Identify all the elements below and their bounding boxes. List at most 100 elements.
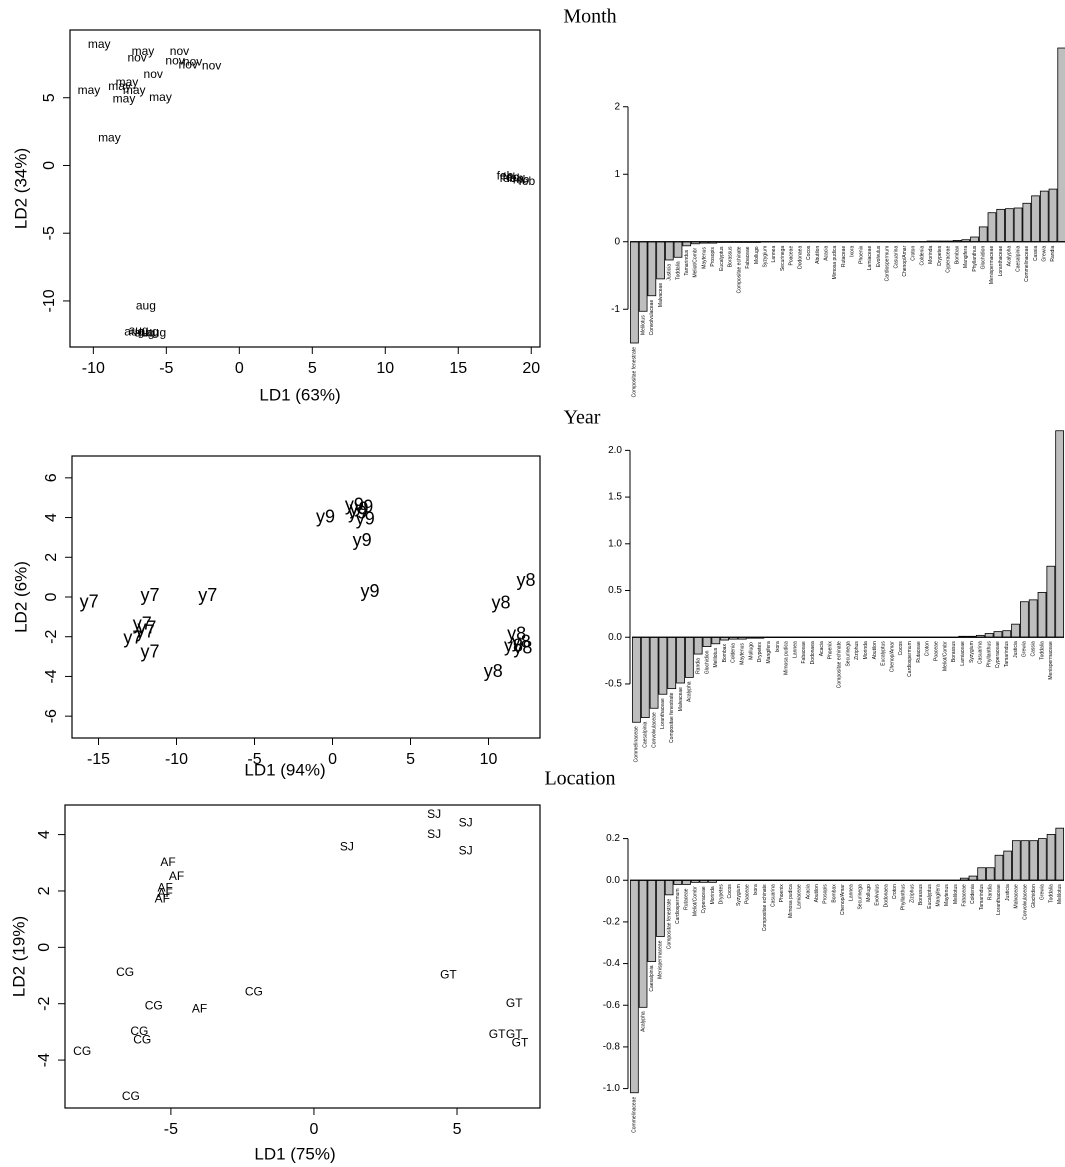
category-label: Cassia [1030, 641, 1036, 657]
bar [664, 241, 674, 261]
category-label: Toddalia [675, 261, 681, 280]
y-tick-label: 0.5 [608, 585, 622, 596]
category-label: Acacia [819, 641, 825, 656]
y-tick-label: 2 [36, 886, 53, 895]
y-axis-label: LD2 (34%) [11, 148, 30, 229]
point-label: y8 [484, 661, 503, 681]
category-label: Compositae fenestrate [669, 692, 675, 743]
category-label: Meliot/Combr [942, 641, 948, 671]
category-label: Cardiospermum [885, 246, 891, 282]
point-label: may [88, 37, 111, 51]
y-tick-label: -2 [43, 630, 60, 644]
category-label: Commelinaceae [634, 726, 640, 762]
point-label: aug [124, 324, 144, 338]
point-label: CG [145, 999, 163, 1013]
bar [1039, 190, 1049, 243]
y-axis-label: LD2 (6%) [11, 561, 30, 633]
category-label: Abutilon [814, 884, 820, 902]
point-label: nov [179, 57, 198, 71]
category-label: Melilotus [713, 647, 719, 667]
x-tick-label: -10 [82, 360, 105, 377]
plot-frame [69, 29, 541, 348]
bar [978, 226, 988, 243]
y-tick-label: -4 [43, 669, 60, 683]
point-label: AF [157, 886, 172, 900]
bar [638, 879, 648, 1008]
category-label: Toddalia [1039, 641, 1045, 660]
category-label: Lannea [849, 884, 855, 901]
y-tick-label: 2 [614, 101, 620, 112]
category-label: Rutaceae [841, 246, 847, 268]
point-label: CG [122, 1089, 140, 1103]
category-label: Cyperaceae [701, 886, 707, 913]
bar [1028, 599, 1038, 638]
category-label: Ziziphus [909, 884, 915, 903]
category-label: Mollugo [754, 246, 760, 264]
bar [977, 867, 986, 881]
category-label: Syzygium [969, 641, 975, 663]
category-label: Phoenix [779, 884, 785, 903]
bar [1057, 47, 1065, 243]
category-label: Phoenix [828, 641, 834, 660]
category-label: Randia [1050, 246, 1056, 262]
category-label: Dodonaea [797, 246, 803, 269]
bar [1046, 565, 1056, 638]
point-label: may [108, 79, 131, 93]
category-label: Cyperaceae [995, 641, 1001, 668]
category-label: Mangifera [963, 246, 969, 268]
category-label: Justicia [1013, 641, 1019, 658]
category-label: Casuarina [893, 246, 899, 269]
point-label: nov [202, 59, 221, 73]
point-label: CG [133, 1033, 151, 1047]
category-label: Grewia [1042, 246, 1048, 262]
category-label: Bombax [954, 245, 960, 264]
category-label: Morinda [710, 886, 716, 904]
point-label: nov [165, 53, 184, 67]
point-label: feb [500, 171, 517, 185]
point-label: y9 [348, 502, 367, 522]
point-label: nov [170, 44, 189, 58]
category-label: Acalypha [640, 1011, 646, 1032]
category-label: Eucalyptus [927, 884, 933, 909]
point-label: may [123, 83, 146, 97]
x-axis-label: LD1 (94%) [244, 760, 325, 779]
y-tick-label: 1 [614, 169, 620, 180]
category-label: Randia [988, 884, 994, 900]
y-tick-label: 0.0 [608, 632, 622, 643]
bar [968, 875, 978, 881]
point-label: y7 [198, 585, 217, 605]
y-tick-label: 0.2 [606, 833, 620, 844]
category-label: Menispermaceae [658, 940, 664, 979]
point-label: SJ [459, 844, 473, 858]
bar [630, 241, 639, 344]
point-label: y8 [507, 623, 526, 643]
category-label: Caesalpinia [1015, 246, 1021, 272]
point-label: AF [155, 892, 170, 906]
bar [649, 636, 659, 709]
category-label: Chenop/Amar [840, 884, 846, 915]
bar [1002, 630, 1012, 638]
bar [640, 636, 650, 718]
category-label: Cocos [806, 245, 812, 260]
bar [1020, 601, 1029, 638]
category-label: Toddalia [1048, 884, 1054, 903]
point-label: SJ [427, 807, 441, 821]
x-tick-label: 5 [453, 1121, 462, 1138]
category-label: Bombax [722, 644, 728, 663]
category-label: Meliot/Combr [693, 247, 699, 277]
category-label: Commelinaceae [632, 1097, 638, 1133]
bar [630, 879, 639, 1094]
category-label: Ixora [850, 246, 856, 257]
category-label: Lamiaceae [867, 246, 873, 271]
bar [1005, 208, 1014, 243]
bar [1055, 827, 1065, 881]
x-tick-label: 5 [308, 360, 317, 377]
y-tick-label: 6 [43, 473, 60, 482]
x-tick-label: 0 [328, 751, 337, 768]
category-label: Lamiaceae [960, 641, 966, 666]
category-label: Borassus [951, 641, 957, 662]
category-label: Croton [892, 884, 898, 899]
point-label: y9 [360, 581, 379, 601]
point-label: aug [129, 323, 149, 337]
x-tick-label: 0 [309, 1121, 318, 1138]
